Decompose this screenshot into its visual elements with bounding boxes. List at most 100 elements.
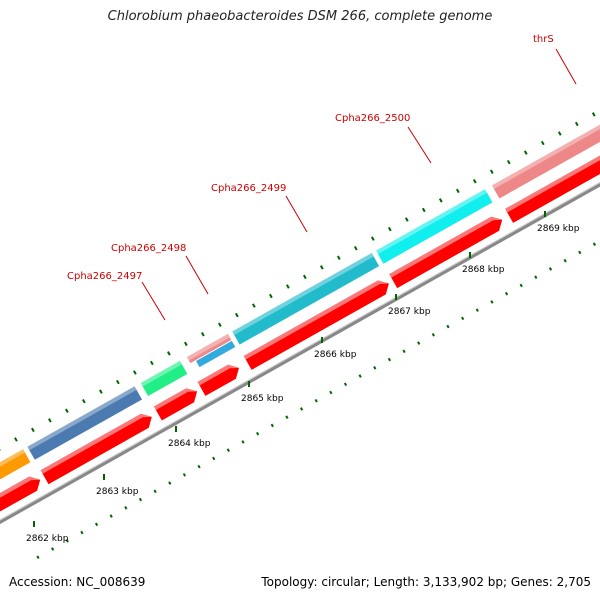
cds-arrow-highlight bbox=[389, 216, 503, 278]
gene-box bbox=[27, 386, 142, 460]
genome-summary: Topology: circular; Length: 3,133,902 bp… bbox=[261, 575, 591, 589]
gene-box bbox=[232, 253, 380, 345]
gene-track bbox=[0, 124, 600, 480]
tick-mark bbox=[370, 236, 375, 241]
gene-box-highlight bbox=[492, 124, 600, 189]
gene-box bbox=[186, 333, 232, 364]
tick-mark bbox=[184, 341, 188, 347]
tick-mark bbox=[387, 357, 392, 362]
tick-mark bbox=[431, 333, 435, 337]
tick-mark bbox=[31, 427, 35, 433]
cds-arrow-highlight bbox=[154, 388, 198, 410]
tick-mark bbox=[534, 275, 538, 279]
tick-mark bbox=[116, 379, 120, 385]
ruler-label: 2867 kbp bbox=[388, 307, 431, 317]
tick-mark bbox=[472, 179, 477, 184]
tick-mark bbox=[285, 415, 289, 420]
tick-mark bbox=[506, 159, 511, 165]
gene-box-secondary bbox=[196, 340, 236, 368]
ruler-ticks bbox=[0, 112, 597, 560]
tick-mark bbox=[99, 389, 103, 394]
tick-mark bbox=[336, 255, 341, 261]
gene-box-highlight bbox=[140, 360, 182, 387]
tick-mark bbox=[592, 242, 597, 247]
tick-mark bbox=[270, 423, 274, 428]
tick-mark bbox=[197, 464, 201, 469]
ruler-label: 2862 kbp bbox=[26, 534, 69, 544]
tick-mark bbox=[353, 245, 358, 251]
tick-mark bbox=[138, 497, 143, 502]
gene-box-highlight bbox=[0, 449, 25, 467]
cds-track bbox=[0, 155, 600, 512]
map-title: Chlorobium phaeobacteroides DSM 266, com… bbox=[107, 9, 493, 24]
label-leader bbox=[185, 255, 209, 295]
ruler-label: 2869 kbp bbox=[537, 224, 580, 234]
tick-mark bbox=[387, 226, 392, 232]
tick-mark bbox=[421, 207, 426, 213]
tick-mark bbox=[14, 437, 18, 442]
tick-mark bbox=[563, 258, 567, 263]
cds-arrow bbox=[154, 388, 198, 421]
gene-box-highlight bbox=[27, 386, 137, 451]
tick-mark bbox=[358, 374, 362, 378]
tick-mark bbox=[80, 530, 84, 535]
tick-mark bbox=[109, 514, 113, 518]
tick-mark bbox=[489, 169, 494, 174]
gene-box-highlight bbox=[186, 333, 230, 361]
tick-mark bbox=[285, 284, 290, 289]
cds-arrow-highlight bbox=[197, 364, 239, 386]
backbone bbox=[0, 182, 600, 525]
gene-box bbox=[0, 449, 31, 480]
tick-mark bbox=[417, 341, 421, 345]
cds-arrow bbox=[40, 413, 152, 485]
tick-mark bbox=[234, 312, 239, 318]
tick-mark bbox=[226, 448, 230, 452]
cds-arrow-highlight bbox=[0, 476, 41, 498]
tick-mark bbox=[475, 308, 479, 312]
tick-mark bbox=[200, 332, 205, 337]
tick-mark bbox=[256, 431, 260, 436]
tick-mark bbox=[48, 418, 52, 423]
tick-mark bbox=[557, 131, 562, 136]
ruler-label: 2864 kbp bbox=[168, 439, 211, 449]
label-leader bbox=[407, 126, 432, 164]
gene-box-highlight bbox=[232, 253, 374, 335]
tick-mark bbox=[578, 250, 582, 255]
tick-mark bbox=[504, 291, 509, 296]
tick-mark bbox=[217, 322, 222, 327]
tick-mark bbox=[212, 456, 216, 461]
gene-box bbox=[140, 360, 188, 396]
tick-mark bbox=[94, 522, 99, 527]
ruler-label: 2863 kbp bbox=[96, 487, 139, 497]
tick-mark bbox=[574, 121, 579, 127]
gene-box-highlight bbox=[376, 189, 487, 255]
tick-mark bbox=[404, 217, 409, 222]
tick-mark bbox=[490, 300, 494, 304]
cds-arrow-highlight bbox=[243, 280, 389, 360]
tick-mark bbox=[591, 112, 596, 117]
accession-label: Accession: NC_008639 bbox=[9, 575, 146, 589]
ruler-label: 2868 kbp bbox=[462, 265, 505, 275]
gene-labels: Cpha266_2497 Cpha266_2498 Cpha266_2499 Cpha… bbox=[67, 34, 577, 321]
tick-mark bbox=[438, 198, 443, 203]
tick-mark bbox=[446, 324, 450, 329]
tick-mark bbox=[241, 440, 245, 444]
tick-mark bbox=[523, 150, 528, 155]
ruler-label: 2866 kbp bbox=[314, 350, 357, 360]
label-leader bbox=[555, 48, 577, 85]
tick-mark bbox=[299, 407, 304, 411]
ruler-labels: 2862 kbp 2863 kbp 2864 kbp 2865 kbp 2866 kbp… bbox=[26, 211, 580, 544]
tick-mark bbox=[133, 370, 137, 375]
tick-mark bbox=[268, 293, 273, 299]
tick-mark bbox=[251, 303, 256, 308]
tick-mark bbox=[343, 382, 348, 387]
tick-mark bbox=[150, 360, 154, 366]
tick-mark bbox=[519, 283, 523, 288]
tick-mark bbox=[455, 188, 460, 194]
tick-mark bbox=[153, 489, 157, 494]
gene-label: Cpha266_2497 bbox=[67, 271, 142, 282]
tick-mark bbox=[540, 140, 545, 146]
gene-label: thrS bbox=[533, 34, 554, 45]
